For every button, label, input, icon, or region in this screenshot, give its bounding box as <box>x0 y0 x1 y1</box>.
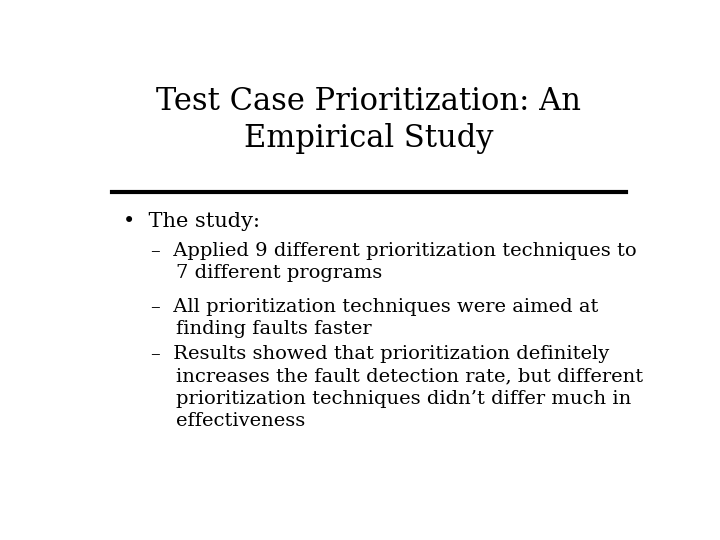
Text: –  Results showed that prioritization definitely
    increases the fault detecti: – Results showed that prioritization def… <box>151 346 644 430</box>
Text: •  The study:: • The study: <box>124 212 261 232</box>
Text: –  All prioritization techniques were aimed at
    finding faults faster: – All prioritization techniques were aim… <box>151 298 599 338</box>
Text: Test Case Prioritization: An
Empirical Study: Test Case Prioritization: An Empirical S… <box>156 85 582 153</box>
Text: –  Applied 9 different prioritization techniques to
    7 different programs: – Applied 9 different prioritization tec… <box>151 241 637 282</box>
